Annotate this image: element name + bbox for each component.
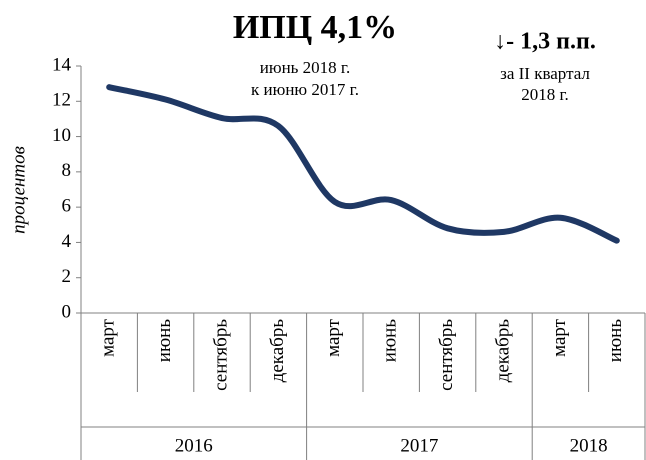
y-tick-label: 10 [52,125,71,146]
x-tick-label: сентябрь [436,319,457,391]
y-tick-label: 14 [52,54,72,75]
annotation: 2018 г. [521,85,569,104]
y-tick-label: 6 [62,196,72,217]
chart-title: ИПЦ 4,1% [233,9,397,46]
group-label: 2016 [175,435,213,456]
x-tick-label: сентябрь [210,319,231,391]
group-label: 2018 [570,435,608,456]
subtitle: июнь 2018 г. [260,58,350,77]
subtitle: к июню 2017 г. [251,80,359,99]
x-tick-label: декабрь [267,319,288,383]
x-tick-label: декабрь [492,319,513,383]
x-tick-label: март [549,318,570,357]
y-axis-label: процентов [8,146,29,234]
annotation: за II квартал [500,64,590,83]
y-tick-label: 12 [52,90,71,111]
data-line [106,84,620,244]
x-tick-label: июнь [605,319,626,363]
annotation-title: ↓- 1,3 п.п. [494,29,596,55]
x-tick-label: март [98,318,119,357]
group-label: 2017 [400,435,438,456]
y-tick-label: 8 [62,160,72,181]
x-tick-label: июнь [154,319,175,363]
y-tick-label: 0 [62,301,72,322]
y-tick-label: 4 [62,231,72,252]
x-tick-label: март [323,318,344,357]
x-tick-label: июнь [380,319,401,363]
y-tick-label: 2 [62,266,72,287]
